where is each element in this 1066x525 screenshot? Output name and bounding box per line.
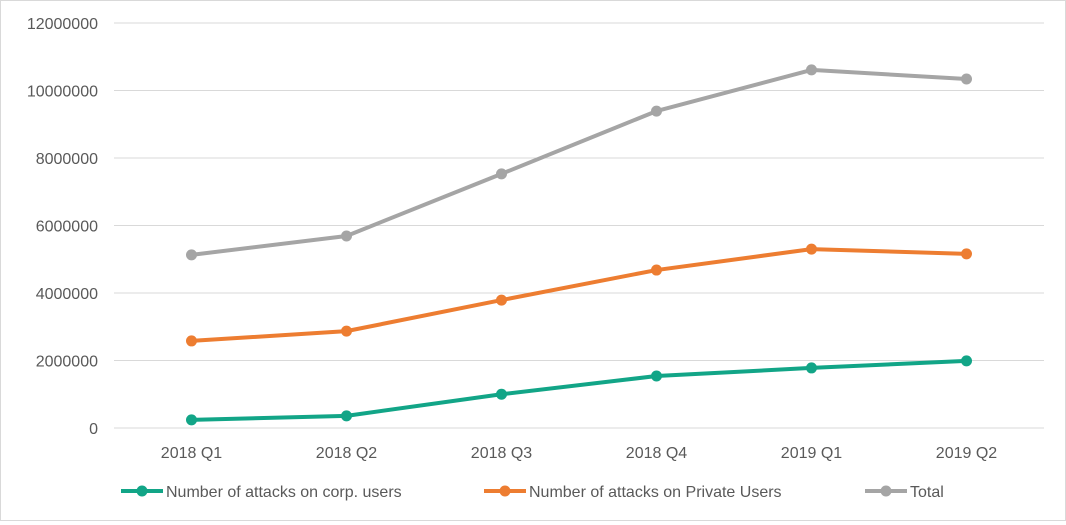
data-point [496, 388, 507, 400]
y-tick-label: 4000000 [36, 286, 98, 303]
x-tick-label: 2018 Q1 [161, 445, 222, 462]
y-tick-label: 2000000 [36, 354, 98, 371]
data-point [341, 410, 352, 422]
data-point [961, 355, 972, 367]
x-tick-label: 2018 Q3 [471, 445, 532, 462]
y-tick-label: 0 [89, 421, 98, 438]
x-axis-ticks: 2018 Q1 2018 Q2 2018 Q3 2018 Q4 2019 Q1 2019 … [161, 445, 997, 462]
x-tick-label: 2019 Q1 [781, 445, 842, 462]
data-point [186, 249, 197, 261]
x-tick-label: 2018 Q4 [626, 445, 687, 462]
data-point [651, 264, 662, 276]
data-point [496, 168, 507, 180]
data-point [961, 73, 972, 85]
legend-label: Total [910, 484, 944, 501]
data-point [651, 105, 662, 117]
series-line-2 [191, 67, 967, 257]
data-point [186, 335, 197, 347]
series-line-1 [191, 247, 967, 343]
legend-swatch-marker [499, 485, 511, 497]
legend-swatch-marker [880, 485, 892, 497]
data-point [496, 294, 507, 306]
x-tick-label: 2019 Q2 [936, 445, 997, 462]
y-tick-label: 8000000 [36, 151, 98, 168]
data-point [341, 325, 352, 337]
data-point [341, 230, 352, 242]
y-tick-label: 12000000 [27, 16, 98, 33]
data-point [186, 414, 197, 426]
y-tick-label: 10000000 [27, 84, 98, 101]
data-point [961, 248, 972, 260]
data-point [806, 362, 817, 374]
series-line-0 [191, 358, 967, 422]
x-tick-label: 2018 Q2 [316, 445, 377, 462]
legend: Number of attacks on corp. users Number o… [121, 484, 944, 501]
y-tick-label: 6000000 [36, 219, 98, 236]
legend-label: Number of attacks on Private Users [529, 484, 782, 501]
y-axis-ticks: 0 2000000 4000000 6000000 8000000 10000000 120… [27, 16, 98, 438]
data-point [806, 64, 817, 76]
data-point [651, 370, 662, 382]
legend-label: Number of attacks on corp. users [166, 484, 402, 501]
data-point [806, 243, 817, 255]
series-lines [186, 64, 972, 426]
legend-swatch-marker [136, 485, 148, 497]
gridlines [114, 22, 1044, 429]
